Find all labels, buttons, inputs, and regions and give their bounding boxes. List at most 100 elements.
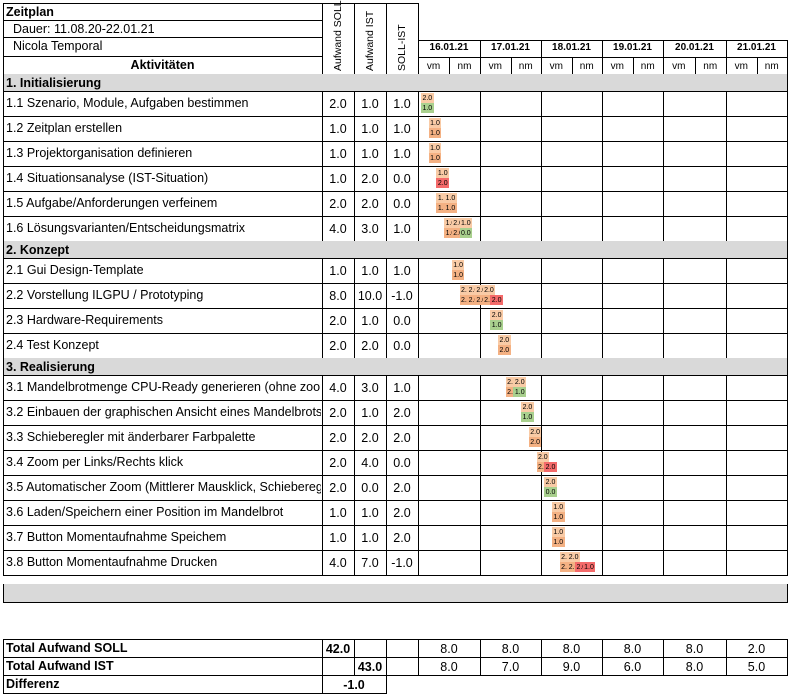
grid-line bbox=[695, 57, 696, 74]
grid-line bbox=[602, 639, 603, 675]
grid-line bbox=[3, 333, 788, 334]
grid-line bbox=[726, 639, 727, 675]
grid-line bbox=[386, 450, 387, 475]
gantt-bar: 1.0 bbox=[459, 218, 473, 228]
grid-line bbox=[663, 525, 664, 550]
grid-line bbox=[663, 141, 664, 166]
task-label: 1.6 Lösungsvarianten/Entscheidungsmatrix bbox=[6, 222, 246, 235]
halfday-vm: vm bbox=[734, 61, 748, 72]
grid-line bbox=[787, 475, 788, 500]
grid-line bbox=[602, 550, 603, 575]
gantt-bar: 1.0 bbox=[582, 562, 596, 572]
grid-line bbox=[3, 525, 4, 550]
grid-line bbox=[3, 400, 4, 425]
section-band bbox=[3, 74, 787, 91]
author-name: Nicola Temporal bbox=[13, 40, 103, 53]
grid-line bbox=[480, 425, 481, 450]
col-soll-header: Aufwand SOLL bbox=[332, 0, 344, 71]
total-day-value: 8.0 bbox=[440, 660, 458, 674]
grid-line bbox=[418, 475, 419, 500]
grid-line bbox=[3, 550, 4, 575]
task-label: 3.2 Einbauen der graphischen Ansicht ein… bbox=[6, 406, 321, 419]
task-label: 3.3 Schieberegler mit änderbarer Farbpal… bbox=[6, 431, 256, 444]
grid-line bbox=[322, 375, 323, 400]
task-diff-value: 1.0 bbox=[393, 122, 411, 136]
grid-line bbox=[386, 639, 387, 693]
grid-line bbox=[354, 166, 355, 191]
grid-line bbox=[322, 258, 323, 283]
gantt-bar: 1.0 bbox=[513, 387, 527, 397]
grid-line bbox=[3, 425, 4, 450]
grid-line bbox=[726, 91, 727, 116]
task-diff-value: 0.0 bbox=[393, 456, 411, 470]
grid-line bbox=[511, 57, 512, 74]
grid-line bbox=[541, 216, 542, 241]
grid-line bbox=[418, 258, 419, 283]
task-label: 1.4 Situationsanalyse (IST-Situation) bbox=[6, 172, 209, 185]
grid-line bbox=[541, 425, 542, 450]
grid-line bbox=[663, 40, 664, 74]
gantt-bar: 2.0 bbox=[544, 477, 557, 487]
grid-line bbox=[3, 141, 788, 142]
grid-line bbox=[354, 91, 355, 116]
grid-line bbox=[418, 450, 419, 475]
gantt-bar: 1.0 bbox=[444, 228, 457, 238]
grid-line bbox=[354, 550, 355, 575]
grid-line bbox=[787, 191, 788, 216]
task-ist-value: 2.0 bbox=[361, 339, 379, 353]
day-header: 21.01.21 bbox=[737, 42, 776, 53]
section-band bbox=[3, 358, 787, 375]
gantt-bar: 1.0 bbox=[428, 128, 442, 138]
grid-line bbox=[480, 400, 481, 425]
task-diff-value: -1.0 bbox=[391, 556, 413, 570]
gantt-bar: 1.0 bbox=[551, 537, 565, 547]
grid-line bbox=[354, 141, 355, 166]
grid-line bbox=[3, 575, 788, 576]
grid-line bbox=[354, 216, 355, 241]
grid-line bbox=[386, 3, 387, 74]
grid-line bbox=[541, 639, 542, 675]
gantt-bar: 2.0 bbox=[467, 295, 480, 305]
gantt-bar: 2.0 bbox=[482, 285, 496, 295]
grid-line bbox=[354, 116, 355, 141]
grid-line bbox=[354, 283, 355, 308]
grid-line bbox=[449, 57, 450, 74]
gantt-bar: 2.0 bbox=[436, 178, 450, 188]
grid-line bbox=[418, 425, 419, 450]
task-ist-value: 4.0 bbox=[361, 456, 379, 470]
task-soll-value: 2.0 bbox=[329, 314, 347, 328]
grid-line bbox=[726, 116, 727, 141]
task-label: 3.4 Zoom per Links/Rechts klick bbox=[6, 456, 184, 469]
grid-line bbox=[386, 258, 387, 283]
grid-line bbox=[3, 500, 4, 525]
grid-line bbox=[418, 216, 419, 241]
total-ist-label: Total Aufwand IST bbox=[6, 660, 114, 673]
gantt-bar: 0.0 bbox=[459, 228, 473, 238]
gantt-bar: 1.0 bbox=[436, 168, 450, 178]
gantt-bar: 1.0 bbox=[551, 527, 565, 537]
grid-line bbox=[787, 550, 788, 575]
grid-line bbox=[602, 525, 603, 550]
task-ist-value: 10.0 bbox=[357, 289, 383, 303]
grid-line bbox=[602, 191, 603, 216]
grid-line bbox=[3, 358, 4, 375]
grid-line bbox=[418, 400, 419, 425]
grid-line bbox=[386, 308, 387, 333]
grid-line bbox=[386, 91, 387, 116]
task-soll-value: 2.0 bbox=[329, 339, 347, 353]
grid-line bbox=[663, 425, 664, 450]
grid-line bbox=[726, 333, 727, 358]
grid-line bbox=[663, 333, 664, 358]
grid-line bbox=[726, 308, 727, 333]
grid-line bbox=[3, 450, 4, 475]
task-ist-value: 0.0 bbox=[361, 481, 379, 495]
grid-line bbox=[602, 283, 603, 308]
task-soll-value: 4.0 bbox=[329, 222, 347, 236]
col-diff-header: SOLL-IST bbox=[396, 24, 408, 71]
day-header: 20.01.21 bbox=[675, 42, 714, 53]
grid-line bbox=[787, 283, 788, 308]
diff-label: Differenz bbox=[6, 678, 60, 691]
task-soll-value: 2.0 bbox=[329, 197, 347, 211]
grid-line bbox=[541, 166, 542, 191]
grid-line bbox=[602, 375, 603, 400]
